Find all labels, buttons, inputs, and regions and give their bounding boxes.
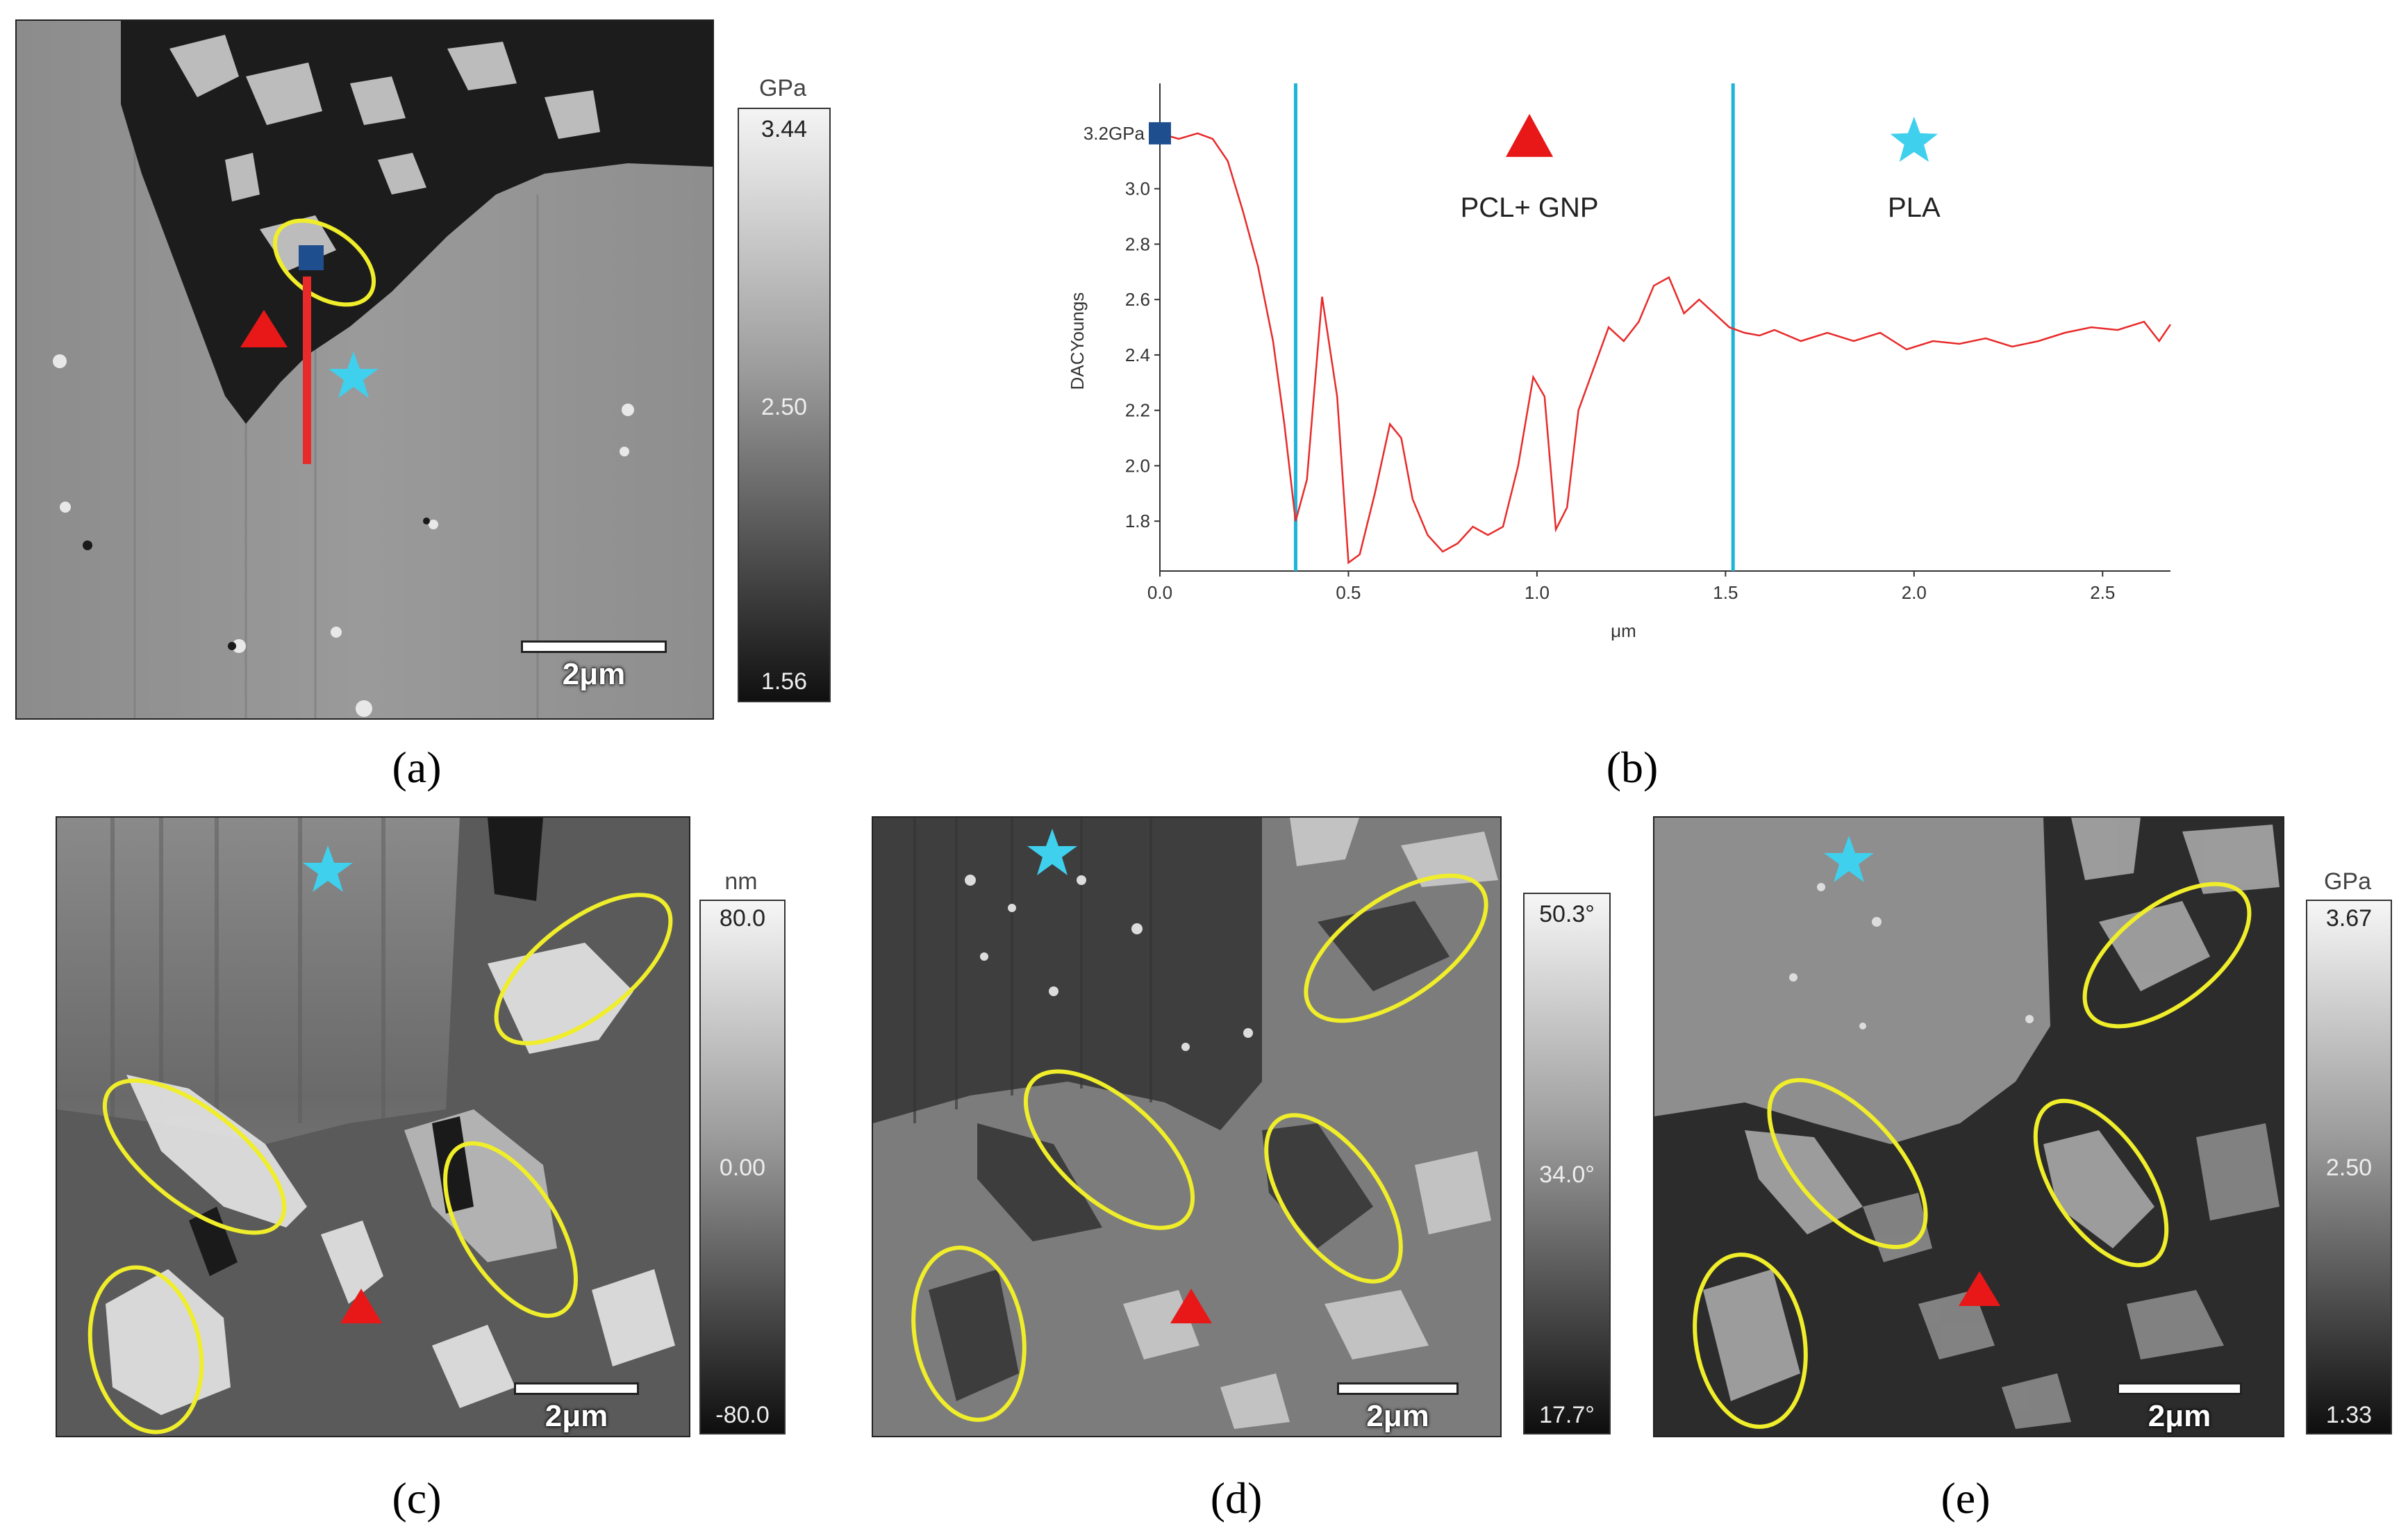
panel-e-modulus-map xyxy=(1653,816,2284,1437)
triangle-marker xyxy=(1506,113,1554,157)
annotation-label: PLA xyxy=(1888,192,1941,223)
panel-e-colorbar-unit: GPa xyxy=(2323,868,2372,895)
panel-b-chart: 1.8 2.0 2.2 2.4 2.6 2.8 3.0 0.0 0.5 1.0 1.5 2.0 2.5 μ… xyxy=(1067,83,2172,641)
gnp-ellipse xyxy=(2033,1098,2169,1268)
star-marker xyxy=(329,352,379,398)
gnp-ellipse xyxy=(2082,882,2252,1029)
triangle-marker xyxy=(1170,1289,1212,1323)
x-tick-label: 2.5 xyxy=(2090,582,2115,603)
panel-e-image xyxy=(1654,818,2283,1436)
gnp-ellipse xyxy=(88,1265,204,1434)
colorbar-min: 17.7° xyxy=(1539,1402,1595,1428)
panel-d-scalebar: 2μm xyxy=(1337,1382,1459,1434)
colorbar-mid: 2.50 xyxy=(761,394,808,420)
gnp-ellipse xyxy=(102,1078,287,1235)
panel-a-colorbar: 3.44 2.50 1.56 xyxy=(738,108,831,702)
triangle-marker xyxy=(240,310,288,347)
panel-c-overlays xyxy=(88,845,673,1434)
panel-e-caption: (e) xyxy=(1941,1473,1991,1523)
y-tick-label: 1.8 xyxy=(1125,511,1150,531)
y-tick-label: 2.8 xyxy=(1125,233,1150,254)
x-tick-label: 0.0 xyxy=(1147,582,1172,603)
scalebar-label: 2μm xyxy=(1366,1399,1429,1433)
colorbar-max: 3.44 xyxy=(761,116,808,142)
colorbar-max: 3.67 xyxy=(2325,905,2373,932)
star-marker xyxy=(1027,829,1077,875)
gnp-ellipse xyxy=(1767,1077,1928,1250)
colorbar-min: 1.33 xyxy=(2325,1402,2373,1428)
x-tick-label: 1.5 xyxy=(1713,582,1738,603)
colorbar-min: -80.0 xyxy=(715,1402,770,1428)
panel-c-height-map xyxy=(56,816,690,1437)
y-tick-label: 3.0 xyxy=(1125,179,1150,199)
gnp-ellipse xyxy=(1304,873,1488,1023)
y-tick-label: 2.4 xyxy=(1125,345,1150,365)
colorbar-mid: 34.0° xyxy=(1539,1161,1595,1188)
scalebar-line xyxy=(2117,1382,2242,1395)
panel-a-scalebar: 2μm xyxy=(521,640,667,692)
panel-a-caption: (a) xyxy=(392,743,442,792)
start-value-label: 3.2GPa xyxy=(1083,123,1145,144)
gnp-ellipse xyxy=(443,1141,578,1318)
panel-b-caption: (b) xyxy=(1606,743,1659,792)
panel-a-colorbar-unit: GPa xyxy=(758,75,807,101)
star-marker xyxy=(1824,836,1874,882)
annotation-label: PCL+ GNP xyxy=(1461,192,1599,223)
colorbar-min: 1.56 xyxy=(761,668,808,695)
y-tick-label: 2.2 xyxy=(1125,400,1150,421)
scalebar-label: 2μm xyxy=(562,657,626,691)
gnp-ellipse xyxy=(494,893,673,1045)
star-marker xyxy=(303,845,353,892)
panel-c-colorbar-unit: nm xyxy=(724,868,758,895)
x-tick-label: 2.0 xyxy=(1902,582,1927,603)
gnp-ellipse xyxy=(1023,1069,1195,1230)
triangle-marker xyxy=(340,1289,382,1323)
x-tick-label: 1.0 xyxy=(1525,582,1550,603)
panel-d-colorbar: 50.3° 34.0° 17.7° xyxy=(1523,893,1611,1434)
panel-d-overlays xyxy=(911,829,1488,1422)
scalebar-line xyxy=(514,1382,639,1395)
panel-a-image xyxy=(17,21,713,718)
x-tick-label: 0.5 xyxy=(1336,582,1361,603)
panel-c-scalebar: 2μm xyxy=(514,1382,639,1434)
colorbar-max: 50.3° xyxy=(1539,901,1595,927)
colorbar-mid: 0.00 xyxy=(719,1155,766,1181)
star-marker xyxy=(1890,116,1938,162)
panel-d-phase-map xyxy=(872,816,1502,1437)
y-tick-label: 2.0 xyxy=(1125,455,1150,476)
x-axis-label: μm xyxy=(1611,620,1636,641)
gnp-ellipse xyxy=(1693,1252,1808,1429)
y-axis-label: DACYoungs xyxy=(1067,292,1088,390)
scalebar-line xyxy=(1337,1382,1459,1395)
panel-c-colorbar: 80.0 0.00 -80.0 xyxy=(699,900,786,1434)
panel-e-scalebar: 2μm xyxy=(2117,1382,2242,1434)
scalebar-label: 2μm xyxy=(545,1399,608,1433)
triangle-marker xyxy=(1959,1271,2000,1306)
gnp-ellipse xyxy=(272,218,376,307)
y-tick-label: 2.6 xyxy=(1125,289,1150,310)
gnp-ellipse xyxy=(1264,1113,1403,1284)
colorbar-mid: 2.50 xyxy=(2325,1155,2373,1181)
panel-e-colorbar: 3.67 2.50 1.33 xyxy=(2306,900,2392,1434)
panel-d-image xyxy=(873,818,1500,1436)
panel-a-modulus-map xyxy=(15,19,714,720)
series-line xyxy=(1159,132,2172,565)
panel-e-overlays xyxy=(1693,836,2252,1429)
colorbar-max: 80.0 xyxy=(719,905,766,932)
profile-start-marker xyxy=(299,245,324,270)
scalebar-line xyxy=(521,640,667,653)
gnp-ellipse xyxy=(911,1246,1027,1422)
scalebar-label: 2μm xyxy=(2148,1399,2211,1433)
panel-a-overlays xyxy=(240,218,379,464)
panel-c-caption: (c) xyxy=(392,1473,442,1523)
panel-c-image xyxy=(57,818,689,1436)
start-marker xyxy=(1149,122,1171,144)
panel-d-caption: (d) xyxy=(1210,1473,1263,1523)
